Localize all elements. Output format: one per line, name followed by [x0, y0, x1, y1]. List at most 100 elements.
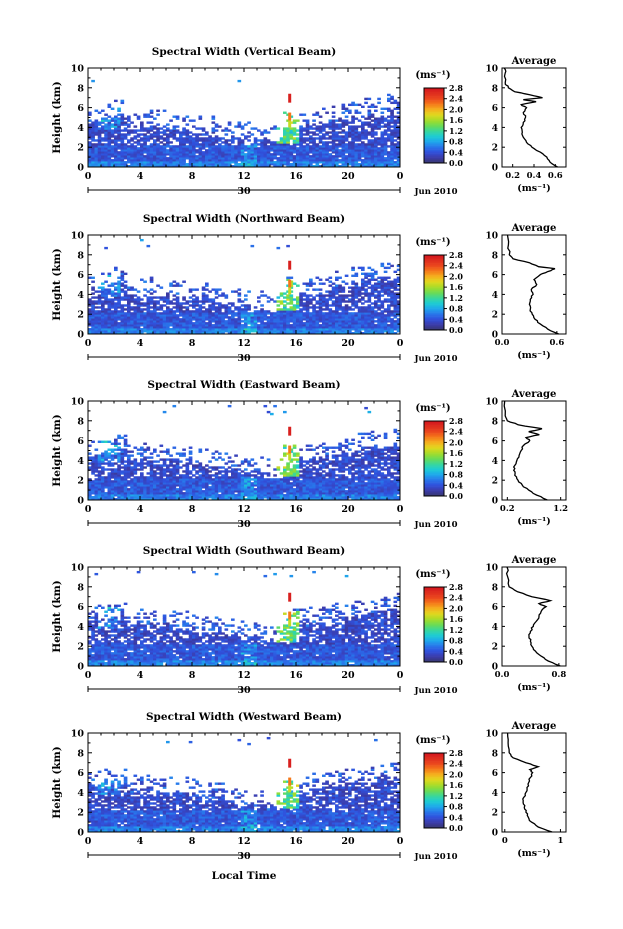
heatmap-cell	[361, 159, 365, 162]
heatmap-cell	[354, 312, 359, 315]
heatmap-cell	[188, 476, 193, 479]
heatmap-cell	[117, 452, 121, 455]
heatmap-cell	[244, 135, 248, 138]
heatmap-cell	[107, 460, 112, 463]
heatmap-cell	[247, 161, 251, 164]
heatmap-cell	[331, 282, 336, 285]
heatmap-cell	[351, 115, 355, 118]
heatmap-cell	[94, 153, 99, 156]
heatmap-cell	[97, 153, 102, 156]
heatmap-cell	[296, 159, 300, 162]
heatmap-cell	[305, 137, 310, 140]
heatmap-cell	[159, 450, 164, 453]
x-tick-label: 0	[85, 171, 92, 182]
heatmap-cell	[338, 131, 342, 134]
heatmap-cell	[354, 155, 359, 158]
heatmap-cell	[123, 129, 128, 132]
heatmap-cell	[188, 149, 193, 152]
heatmap-cell	[361, 137, 365, 140]
heatmap-cell	[221, 147, 225, 150]
heatmap-cell	[331, 143, 336, 146]
heatmap-cell	[292, 159, 297, 162]
heatmap-cell	[120, 466, 125, 469]
heatmap-cell	[110, 468, 115, 471]
heatmap-cell	[253, 155, 258, 158]
heatmap-cell	[214, 125, 219, 128]
heatmap-cell	[377, 147, 381, 150]
heatmap-cell	[97, 137, 102, 140]
heatmap-cell	[283, 304, 287, 307]
panel-2: Spectral Width (Eastward Beam)0246810Hei…	[51, 379, 568, 530]
heatmap-cell	[270, 149, 274, 152]
heatmap-cell	[110, 147, 115, 150]
heatmap-cell	[231, 161, 235, 164]
heatmap-cell	[143, 442, 147, 445]
heatmap-cell	[97, 454, 102, 457]
heatmap-cell	[296, 284, 300, 287]
heatmap-cell	[354, 137, 359, 140]
heatmap-cell	[88, 147, 92, 150]
heatmap-cell	[146, 157, 151, 160]
heatmap-cell	[292, 304, 297, 307]
heatmap-cell	[299, 137, 303, 140]
heatmap-cell	[107, 145, 112, 148]
heatmap-cell	[110, 448, 115, 451]
heatmap-cell	[351, 163, 355, 166]
heatmap-cell	[133, 157, 138, 160]
heatmap-cell	[172, 147, 177, 150]
heatmap-cell	[260, 155, 264, 158]
heatmap-cell	[188, 310, 193, 313]
heatmap-cell	[127, 125, 131, 128]
heatmap-cell	[286, 308, 290, 311]
heatmap-cell	[318, 121, 323, 124]
x-tick-label: 16	[289, 338, 303, 349]
heatmap-cell	[114, 468, 118, 471]
heatmap-cell	[94, 159, 99, 162]
heatmap-cell	[263, 149, 268, 152]
heatmap-cell	[101, 131, 105, 134]
heatmap-cell	[101, 151, 105, 154]
heatmap-cell	[348, 145, 352, 148]
heatmap-cell	[214, 155, 219, 158]
heatmap-cell	[224, 161, 229, 164]
heatmap-cell	[205, 149, 209, 152]
heatmap-cell	[218, 294, 222, 297]
heatmap-cell	[120, 135, 125, 138]
heatmap-cell	[146, 290, 151, 293]
heatmap-cell	[195, 157, 199, 160]
heatmap-cell	[198, 115, 203, 118]
heatmap-cell	[172, 298, 177, 301]
heatmap-cell	[123, 133, 128, 136]
heatmap-cell	[312, 165, 316, 168]
heatmap-cell	[266, 155, 271, 158]
heatmap-cell	[120, 153, 125, 156]
heatmap-cell	[149, 276, 154, 279]
heatmap-cell	[374, 105, 378, 108]
heatmap-cell	[328, 308, 333, 311]
heatmap-cell	[302, 159, 307, 162]
heatmap-cell	[182, 157, 186, 160]
heatmap-cell	[114, 137, 118, 140]
heatmap-cell	[302, 127, 307, 130]
heatmap-cell	[149, 129, 154, 132]
heatmap-cell	[227, 153, 232, 156]
heatmap-cell	[240, 147, 245, 150]
heatmap-cell	[214, 129, 219, 132]
heatmap-cell	[143, 113, 147, 116]
heatmap-cell	[292, 155, 297, 158]
heatmap-cell	[279, 159, 284, 162]
heatmap-cell	[133, 163, 138, 166]
heatmap-cell	[292, 121, 297, 124]
heatmap-cell	[328, 159, 333, 162]
heatmap-cell	[192, 478, 196, 481]
heatmap-cell	[110, 454, 115, 457]
heatmap-cell	[162, 161, 167, 164]
heatmap-cell	[117, 151, 121, 154]
heatmap-cell	[361, 151, 365, 154]
heatmap-cell	[205, 133, 209, 136]
heatmap-cell	[156, 129, 160, 132]
heatmap-cell	[292, 143, 297, 146]
heatmap-cell	[237, 292, 242, 295]
heatmap-cell	[299, 161, 303, 164]
heatmap-cell	[143, 165, 147, 168]
